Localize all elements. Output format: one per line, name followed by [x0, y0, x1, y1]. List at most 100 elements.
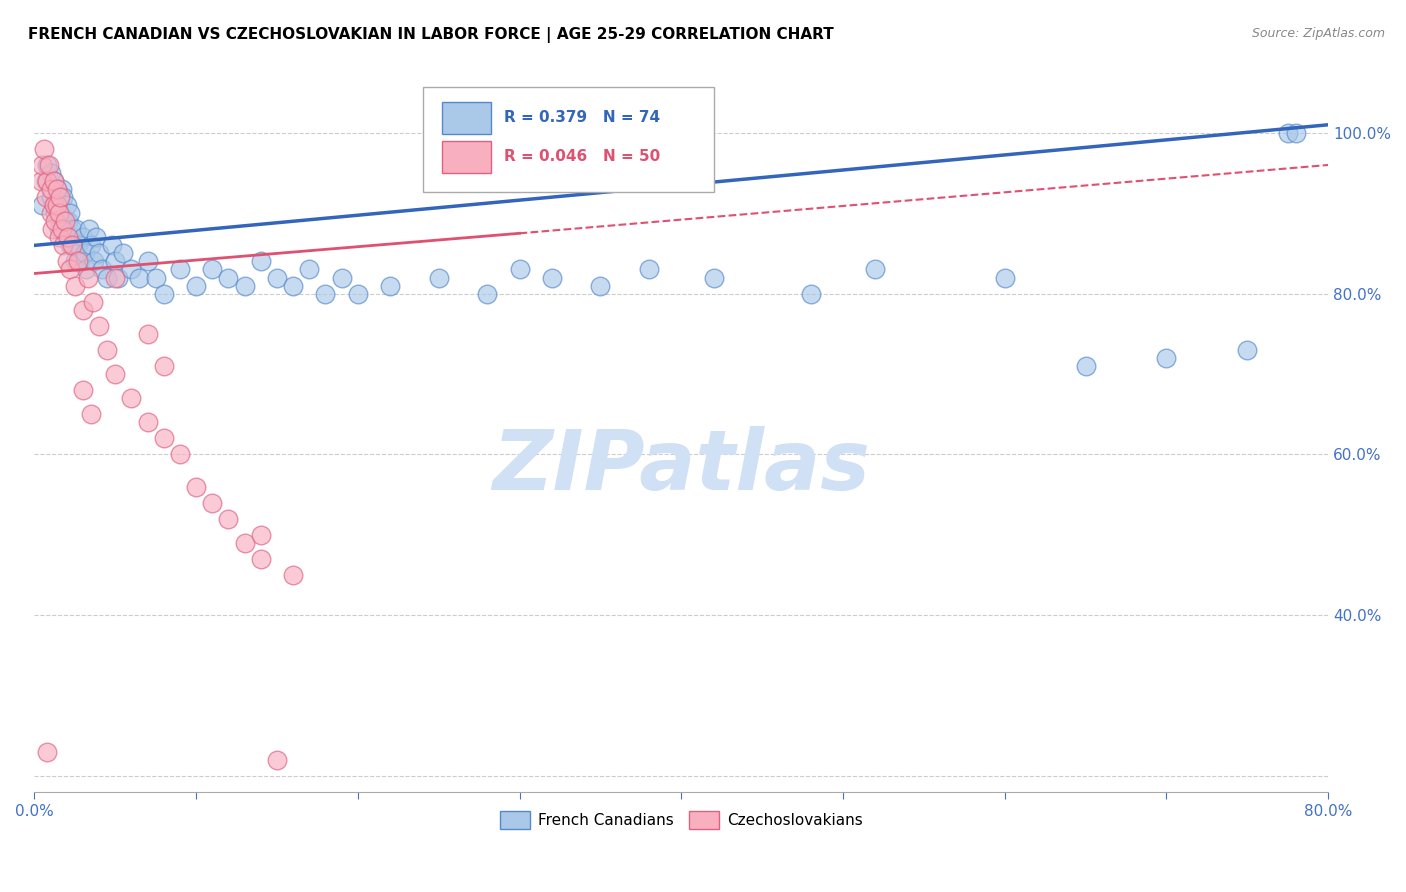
Point [35, 174, 58, 188]
Point [104, 270, 127, 285]
Point [201, 495, 224, 509]
Point [31, 158, 53, 172]
Point [201, 262, 224, 277]
Point [52, 190, 75, 204]
Point [63, 254, 86, 268]
Point [96, 343, 118, 357]
Point [59, 238, 82, 252]
Point [39, 190, 62, 204]
Point [30, 174, 52, 188]
Point [112, 246, 135, 260]
Point [703, 270, 725, 285]
Point [136, 254, 159, 268]
Point [62, 238, 84, 252]
Point [51, 182, 73, 196]
Point [79, 222, 101, 236]
Point [638, 262, 661, 277]
Point [44, 214, 66, 228]
Point [217, 270, 239, 285]
Point [281, 568, 304, 582]
Point [48, 230, 70, 244]
Point [249, 254, 271, 268]
Point [378, 278, 401, 293]
Bar [441, 102, 491, 134]
Point [60, 238, 83, 252]
Point [509, 262, 531, 277]
Point [120, 391, 142, 405]
Point [1074, 359, 1097, 373]
FancyBboxPatch shape [423, 87, 714, 192]
Point [1277, 126, 1299, 140]
Point [65, 222, 87, 236]
Point [330, 270, 353, 285]
Point [865, 262, 887, 277]
Point [38, 158, 60, 172]
Point [58, 230, 80, 244]
Point [53, 222, 76, 236]
Point [128, 270, 150, 285]
Point [233, 535, 256, 549]
Point [184, 278, 207, 293]
Point [994, 270, 1017, 285]
Text: ZIPatlas: ZIPatlas [492, 425, 870, 507]
Point [1156, 351, 1178, 365]
Point [87, 318, 110, 333]
Point [169, 262, 191, 277]
Point [49, 190, 72, 204]
Point [53, 214, 76, 228]
Point [1236, 343, 1258, 357]
Point [42, 174, 65, 188]
Point [42, 198, 65, 212]
Point [63, 278, 86, 293]
Point [427, 270, 450, 285]
Point [298, 262, 321, 277]
Point [217, 511, 239, 525]
Point [249, 552, 271, 566]
Point [82, 294, 104, 309]
Point [266, 753, 288, 767]
Point [67, 238, 90, 252]
Point [46, 182, 69, 196]
Point [152, 286, 174, 301]
Point [104, 367, 127, 381]
Point [84, 230, 107, 244]
Point [96, 270, 118, 285]
Point [59, 262, 82, 277]
Point [107, 270, 129, 285]
Point [83, 254, 105, 268]
Point [266, 270, 288, 285]
Point [31, 198, 53, 212]
Point [72, 302, 94, 317]
Point [59, 206, 82, 220]
Point [51, 222, 73, 236]
Text: Source: ZipAtlas.com: Source: ZipAtlas.com [1251, 27, 1385, 40]
Point [800, 286, 823, 301]
Point [101, 238, 124, 252]
Point [55, 230, 77, 244]
Point [55, 254, 77, 268]
Point [136, 326, 159, 341]
Point [169, 447, 191, 461]
Point [52, 238, 75, 252]
Point [120, 262, 142, 277]
Point [37, 745, 59, 759]
Point [80, 407, 103, 421]
Point [233, 278, 256, 293]
Point [73, 246, 96, 260]
Point [39, 182, 62, 196]
Point [1285, 126, 1308, 140]
Point [104, 254, 127, 268]
Point [46, 198, 69, 212]
Point [35, 190, 58, 204]
Point [42, 174, 65, 188]
Point [589, 278, 612, 293]
Point [346, 286, 368, 301]
Point [145, 270, 167, 285]
Point [37, 174, 59, 188]
Point [87, 246, 110, 260]
Point [72, 383, 94, 397]
Point [541, 270, 564, 285]
Point [46, 182, 69, 196]
Legend: French Canadians, Czechoslovakians: French Canadians, Czechoslovakians [494, 805, 869, 835]
Point [75, 262, 97, 277]
